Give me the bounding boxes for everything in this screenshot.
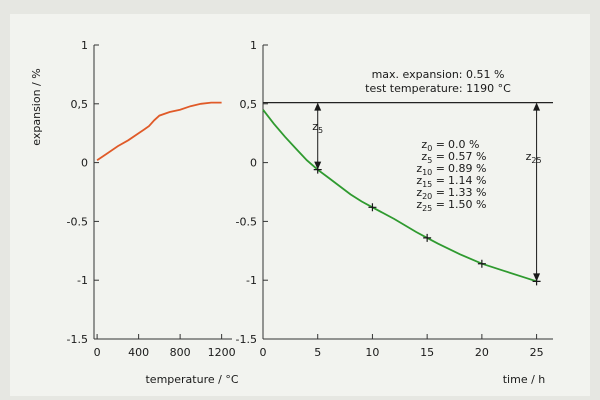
creep-chart: 1 0,5 0 -0.5 -1 -1.5 0 5 10 15 20 25 z5 z25 max. ex…	[236, 39, 553, 386]
z-value: 1.33 %	[448, 186, 486, 199]
right-y-tick-label: -1	[246, 274, 257, 287]
left-y-axis-label: expansion / %	[30, 68, 43, 145]
left-x-tick-label: 0	[94, 346, 101, 359]
plot-panel	[10, 14, 590, 396]
right-x-tick-label: 15	[420, 346, 434, 359]
arrow-label: z5	[312, 120, 323, 135]
left-x-tick-label: 400	[128, 346, 149, 359]
z-value-label: z20 =	[416, 186, 445, 201]
right-x-tick-label: 0	[260, 346, 267, 359]
left-y-tick-label: -1.5	[67, 333, 88, 346]
z-value-label: z0 =	[421, 138, 445, 153]
left-y-tick-label: 0,5	[71, 98, 89, 111]
z-value-label: z10 =	[416, 162, 445, 177]
arrow-head-up	[314, 102, 322, 111]
max-expansion-text: max. expansion: 0.51 %	[372, 68, 505, 81]
right-x-axis-label: time / h	[503, 373, 546, 386]
z-value: 1.50 %	[448, 198, 486, 211]
right-y-tick-label: -0.5	[236, 215, 257, 228]
thermal-expansion-chart: 1 0,5 0 -0.5 -1 -1.5 0 400 800 1200 expansion / …	[30, 39, 239, 386]
creep-data-marker	[477, 259, 486, 268]
creep-curve	[262, 109, 537, 283]
right-y-tick-label: 0	[250, 157, 257, 170]
test-temperature-text: test temperature: 1190 °C	[365, 82, 511, 95]
z-value-label: z5 =	[421, 150, 445, 165]
arrow-label: z25	[526, 150, 542, 165]
left-x-tick-label: 800	[170, 346, 191, 359]
z-values-list: z0 = 0.0 %z5 = 0.57 %z10 = 0.89 %z15 = 1.14 …	[416, 138, 486, 213]
left-y-tick-label: 1	[81, 39, 88, 52]
arrow-head-up	[533, 102, 541, 111]
right-x-tick-label: 20	[475, 346, 489, 359]
right-x-tick-label: 5	[314, 346, 321, 359]
right-y-tick-label: 1	[250, 39, 257, 52]
thermal-expansion-curve	[96, 101, 222, 161]
z-value-label: z25 =	[416, 198, 445, 213]
z-value: 0.89 %	[448, 162, 486, 175]
creep-data-marker	[423, 233, 432, 242]
right-y-tick-label: 0,5	[240, 98, 258, 111]
z-value-label: z15 =	[416, 174, 445, 189]
arrow-head-down	[533, 273, 541, 282]
right-y-tick-label: -1.5	[236, 333, 257, 346]
left-x-tick-label: 1200	[208, 346, 236, 359]
arrow-head-down	[314, 161, 322, 170]
right-x-tick-label: 10	[365, 346, 379, 359]
right-x-tick-label: 25	[530, 346, 544, 359]
z-value: 1.14 %	[448, 174, 486, 187]
z-value: 0.57 %	[448, 150, 486, 163]
left-y-tick-label: -0.5	[67, 215, 88, 228]
left-y-tick-label: -1	[77, 274, 88, 287]
z-value: 0.0 %	[448, 138, 479, 151]
creep-data-marker	[368, 203, 377, 212]
left-y-tick-label: 0	[81, 157, 88, 170]
left-x-axis-label: temperature / °C	[145, 373, 238, 386]
